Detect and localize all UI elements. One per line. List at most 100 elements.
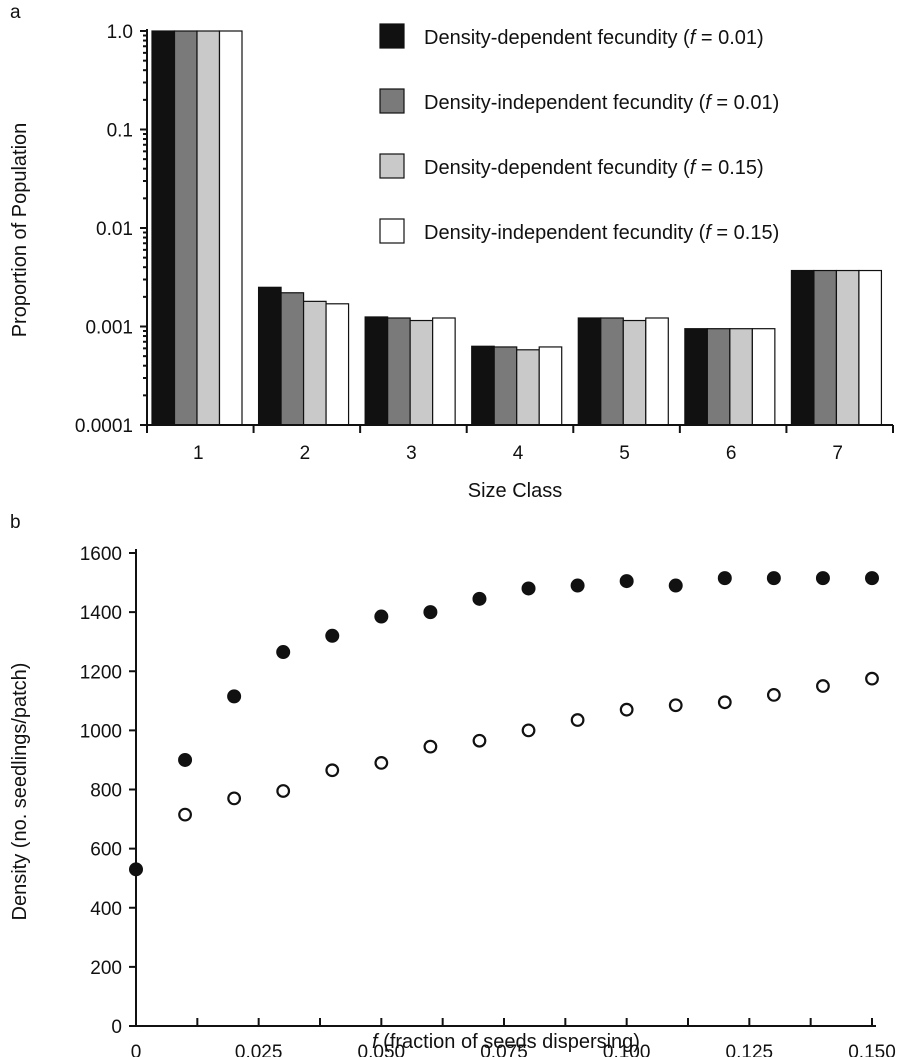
legend-swatch-2 xyxy=(379,88,405,114)
panel-b-letter: b xyxy=(10,512,21,533)
panel-a-legend: Density-dependent fecundity (f = 0.01)De… xyxy=(379,23,779,244)
bar-s1-class7 xyxy=(790,269,815,426)
bar-s2-class4 xyxy=(493,346,518,426)
filled-point-8 xyxy=(521,581,536,596)
open-point-3 xyxy=(325,763,340,778)
panel-a-x-tick-label: 4 xyxy=(513,443,524,464)
filled-point-7 xyxy=(472,591,487,606)
panel-b-y-tick-label: 1600 xyxy=(80,544,122,565)
legend-label-value: = 0.15) xyxy=(711,222,779,244)
legend-label-text: Density-dependent fecundity ( xyxy=(424,27,690,49)
legend-label-2: Density-independent fecundity (f = 0.01) xyxy=(424,92,779,114)
filled-point-15 xyxy=(865,571,879,586)
bar-s1-class3 xyxy=(364,316,389,426)
filled-point-14 xyxy=(815,571,830,586)
legend-label-f: f xyxy=(690,27,698,49)
bar-s4-class1 xyxy=(218,30,243,426)
panel-b-x-tick-label: 0.125 xyxy=(726,1042,774,1057)
filled-point-0 xyxy=(129,862,143,877)
panel-a-x-tick-label: 6 xyxy=(726,443,737,464)
panel-a-y-tick-label: 0.1 xyxy=(107,121,133,142)
panel-a-y-tick-label: 0.0001 xyxy=(75,416,133,437)
bar-s4-class7 xyxy=(858,269,883,426)
open-point-9 xyxy=(619,702,634,717)
panel-b-tick-labels: 0 200 400 600 800 1000 1200 1400 1600 0 0.025 0.050… xyxy=(80,544,896,1057)
bar-s2-class3 xyxy=(387,317,411,426)
legend-swatch-4 xyxy=(379,218,405,244)
panel-b-y-tick-label: 1400 xyxy=(80,603,122,624)
open-point-0 xyxy=(178,807,192,822)
legend-swatch-3 xyxy=(379,153,405,179)
panel-b-y-tick-label: 1000 xyxy=(80,721,122,742)
panel-a-y-tick-label: 0.001 xyxy=(85,318,133,339)
panel-b-axes xyxy=(129,549,876,1027)
bar-s1-class2 xyxy=(257,286,282,426)
panel-b-y-tick-label: 0 xyxy=(111,1017,122,1038)
panel-a-y-tick-label: 1.0 xyxy=(107,22,133,43)
panel-a-bars xyxy=(151,30,883,426)
panel-a-y-axis-title: Proportion of Population xyxy=(9,123,31,338)
bar-s2-class1 xyxy=(173,30,198,426)
bar-s4-class2 xyxy=(325,303,350,426)
bar-s3-class3 xyxy=(409,319,434,426)
open-point-8 xyxy=(570,713,585,727)
panel-b-x-tick-label: 0.050 xyxy=(358,1042,406,1057)
bar-s3-class1 xyxy=(196,30,221,426)
open-point-12 xyxy=(766,688,781,702)
legend-label-value: = 0.15) xyxy=(695,157,763,179)
filled-point-5 xyxy=(374,609,389,624)
filled-point-6 xyxy=(423,605,438,620)
open-point-1 xyxy=(227,791,242,806)
panel-b-x-axis-title: f (fraction of seeds dispersing) xyxy=(372,1031,640,1053)
panel-a-x-tick-label: 1 xyxy=(193,443,204,464)
filled-point-1 xyxy=(178,752,193,767)
bar-s4-class5 xyxy=(645,317,669,426)
legend-label-value: = 0.01) xyxy=(695,27,763,49)
filled-point-2 xyxy=(227,689,242,704)
panel-a-x-tick-label: 2 xyxy=(300,443,311,464)
bar-s1-class5 xyxy=(577,317,602,426)
legend-label-f: f xyxy=(690,157,698,179)
bar-s1-class4 xyxy=(471,345,495,426)
open-point-2 xyxy=(276,784,291,798)
panel-b: b 0 200 400 600 800 1000 1200 1400 1600 0 0.025 0.0… xyxy=(9,512,896,1057)
panel-a-x-axis-title: Size Class xyxy=(468,480,562,502)
panel-b-y-tick-label: 1200 xyxy=(80,662,122,683)
bar-s2-class7 xyxy=(813,269,838,426)
filled-point-4 xyxy=(325,628,340,643)
filled-point-9 xyxy=(570,578,585,593)
bar-s1-class1 xyxy=(151,30,176,426)
legend-label-1: Density-dependent fecundity (f = 0.01) xyxy=(424,27,764,49)
bar-s2-class5 xyxy=(600,317,624,426)
panel-a-tick-labels: 0.0001 0.001 0.01 0.1 1.0 1 2 3 4 5 6 7 xyxy=(75,22,843,464)
panel-a-x-tick-label: 3 xyxy=(406,443,417,464)
legend-label-value: = 0.01) xyxy=(711,92,779,114)
panel-b-x-axis-title-rest: (fraction of seeds dispersing) xyxy=(378,1031,640,1053)
bar-s3-class4 xyxy=(516,349,540,426)
bar-s2-class6 xyxy=(706,328,731,426)
panel-a-x-tick-label: 7 xyxy=(832,443,843,464)
panel-a: a 0.0001 0.001 0.01 0.1 1.0 1 2 3 4 5 6 7 Proportio… xyxy=(9,2,894,502)
panel-b-y-tick-label: 400 xyxy=(90,899,122,920)
bar-s3-class6 xyxy=(729,328,753,426)
open-point-14 xyxy=(865,671,879,686)
bar-s3-class5 xyxy=(622,319,647,426)
legend-label-text: Density-independent fecundity ( xyxy=(424,92,706,114)
open-point-7 xyxy=(521,723,536,738)
panel-a-y-tick-label: 0.01 xyxy=(96,219,133,240)
bar-s3-class2 xyxy=(302,300,327,426)
panel-a-x-tick-label: 5 xyxy=(619,443,630,464)
bar-s4-class4 xyxy=(538,346,563,426)
filled-point-12 xyxy=(717,571,732,586)
legend-label-text: Density-independent fecundity ( xyxy=(424,222,706,244)
panel-a-letter: a xyxy=(10,2,21,23)
bar-s3-class7 xyxy=(835,269,860,426)
bar-s2-class2 xyxy=(280,292,305,426)
legend-label-4: Density-independent fecundity (f = 0.15) xyxy=(424,222,779,244)
legend-label-f: f xyxy=(705,92,713,114)
panel-b-points xyxy=(129,571,879,877)
open-point-11 xyxy=(717,695,732,710)
filled-point-11 xyxy=(668,578,683,593)
panel-b-y-axis-title: Density (no. seedlings/patch) xyxy=(9,663,31,921)
panel-b-x-tick-label: 0.100 xyxy=(603,1042,651,1057)
